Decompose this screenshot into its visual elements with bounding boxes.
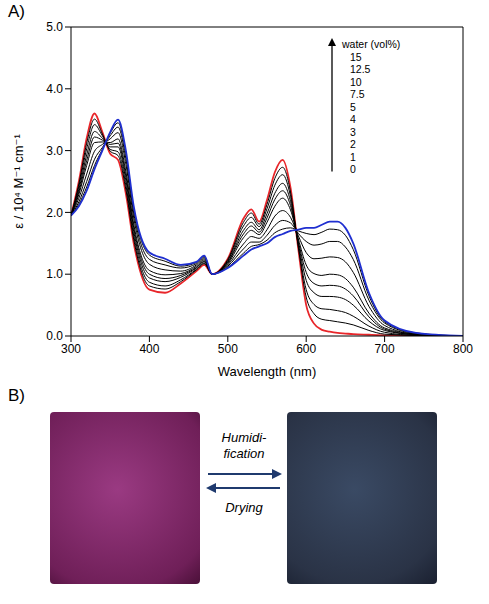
svg-text:Wavelength (nm): Wavelength (nm) [218,364,317,379]
html-text:B): B) [8,386,25,405]
svg-text:700: 700 [375,342,395,356]
svg-text:0.0: 0.0 [46,329,63,343]
html-text:12.5: 12.5 [350,63,371,75]
svg-text:3.0: 3.0 [46,144,63,158]
html-text:5: 5 [350,100,356,113]
svg-text:1.0: 1.0 [46,267,63,281]
html-text:fication: fication [223,446,265,461]
html-text:0: 0 [350,163,356,175]
svg-text:800: 800 [453,342,473,356]
svg-text:2.0: 2.0 [46,206,63,220]
html-text:7.5: 7.5 [350,88,365,100]
svg-text:600: 600 [296,342,316,356]
html-text:1: 1 [350,150,356,163]
html-text:Humidi-: Humidi- [221,430,267,445]
svg-text:ε / 10⁴ M⁻¹ cm⁻¹: ε / 10⁴ M⁻¹ cm⁻¹ [11,134,26,229]
html-text:3: 3 [350,125,356,138]
html-text:Drying: Drying [225,500,263,515]
html-text:10: 10 [350,75,362,88]
svg-text:300: 300 [61,342,81,356]
html-text:water (vol%): water (vol%) [342,38,401,50]
html-text:2: 2 [350,138,356,150]
html-text:15: 15 [350,50,362,63]
html-text:4: 4 [350,113,356,125]
svg-text:4.0: 4.0 [46,82,63,96]
svg-text:500: 500 [218,342,238,356]
html-text:A): A) [8,2,25,21]
svg-text:400: 400 [139,342,159,356]
svg-text:5.0: 5.0 [46,20,63,34]
